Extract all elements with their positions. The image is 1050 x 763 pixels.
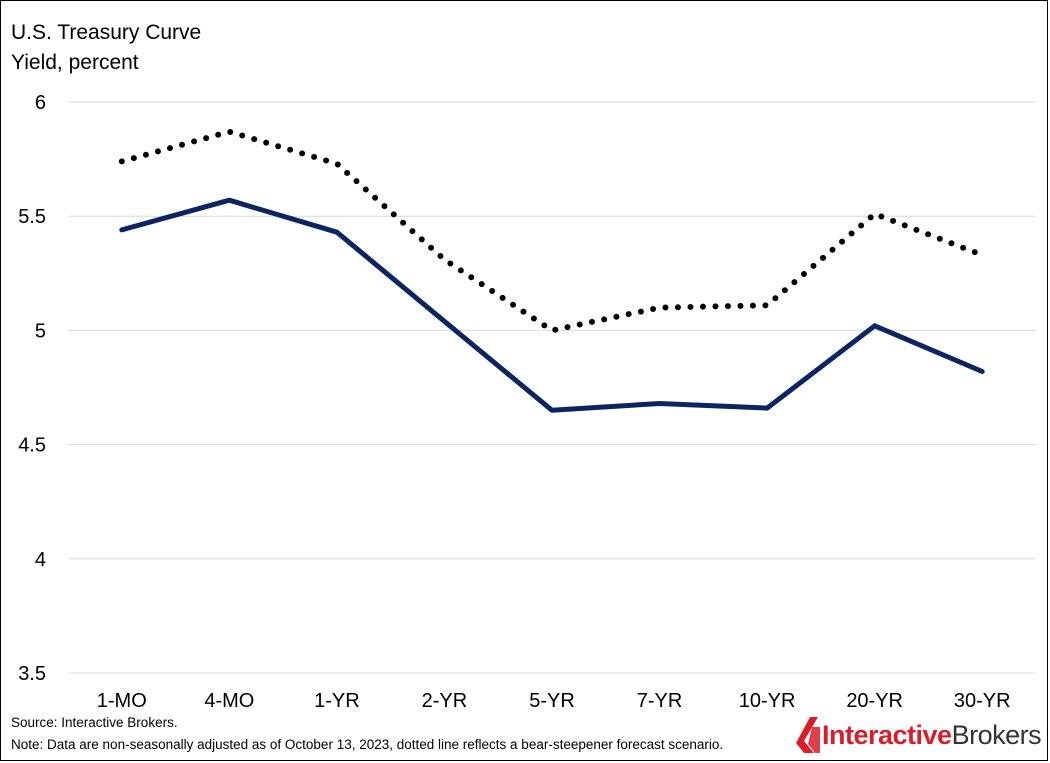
series-lines <box>118 128 986 413</box>
interactive-brokers-logo: InteractiveBrokers <box>796 715 1042 755</box>
x-tick-label: 1-YR <box>314 690 360 712</box>
y-tick-label: 4.5 <box>18 435 46 457</box>
y-tick-label: 6 <box>35 92 46 114</box>
x-tick-label: 7-YR <box>637 690 683 712</box>
x-tick-label: 20-YR <box>846 690 903 712</box>
logo-wordmark-bold: Interactive <box>822 719 952 750</box>
y-tick-label: 5.5 <box>18 206 46 228</box>
x-tick-label: 5-YR <box>529 690 575 712</box>
y-axis-label: Yield, percent <box>11 51 139 74</box>
gridlines <box>68 101 1036 674</box>
series-line-solid <box>119 197 985 413</box>
footnote: Note: Data are non-seasonally adjusted a… <box>11 737 724 752</box>
chart-title: U.S. Treasury Curve <box>11 21 202 44</box>
x-tick-label: 2-YR <box>422 690 468 712</box>
x-tick-label: 1-MO <box>97 690 147 712</box>
x-tick-label: 10-YR <box>739 690 796 712</box>
ib-logo-icon <box>796 717 820 753</box>
x-tick-label: 4-MO <box>204 690 254 712</box>
logo-wordmark: InteractiveBrokers <box>822 719 1042 751</box>
line-chart: 6 5.5 5 4.5 4 3.5 1-MO 4-MO 1-YR 2-YR 5-YR 7-YR 10-… <box>18 92 1036 712</box>
x-axis-ticks: 1-MO 4-MO 1-YR 2-YR 5-YR 7-YR 10-YR 20-YR 30-YR <box>97 690 1011 712</box>
source-note: Source: Interactive Brokers. <box>11 715 178 730</box>
y-tick-label: 3.5 <box>18 663 46 685</box>
series-line-dotted <box>118 128 986 334</box>
x-tick-label: 30-YR <box>954 690 1011 712</box>
y-tick-label: 5 <box>35 320 46 342</box>
logo-wordmark-light: Brokers <box>951 719 1042 750</box>
y-tick-label: 4 <box>35 549 46 571</box>
y-axis-ticks: 6 5.5 5 4.5 4 3.5 <box>18 92 46 685</box>
